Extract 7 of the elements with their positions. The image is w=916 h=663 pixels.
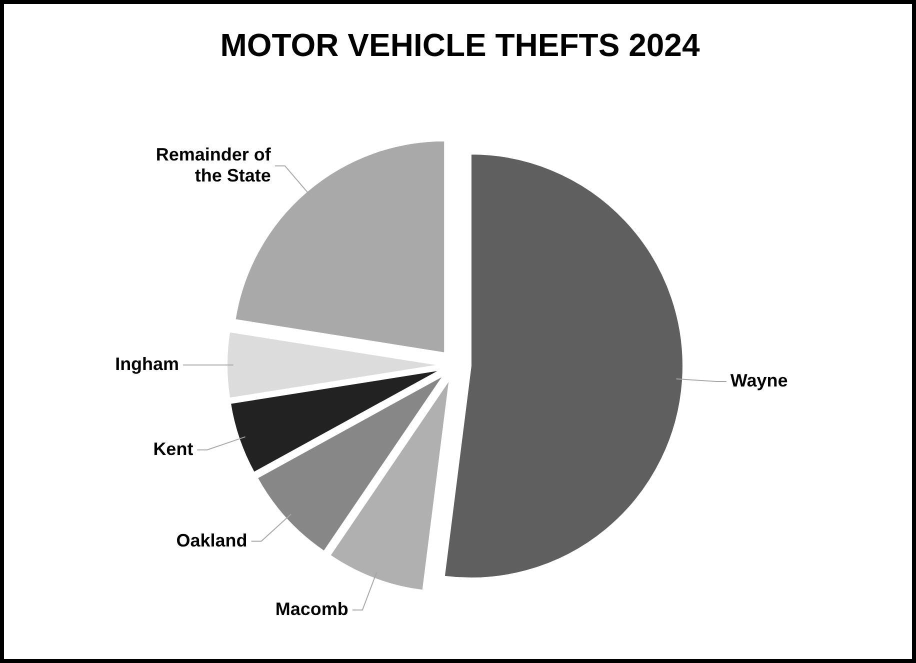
slice-label: Kent <box>153 438 194 459</box>
slice-label: Remainder of the State <box>156 144 272 186</box>
slice-label: Oakland <box>176 530 248 550</box>
slice-label: Macomb <box>275 598 348 619</box>
chart-title: MOTOR VEHICLE THEFTS 2024 <box>220 27 700 63</box>
slice-label: Ingham <box>115 354 180 374</box>
slice-label: Wayne <box>730 370 788 390</box>
